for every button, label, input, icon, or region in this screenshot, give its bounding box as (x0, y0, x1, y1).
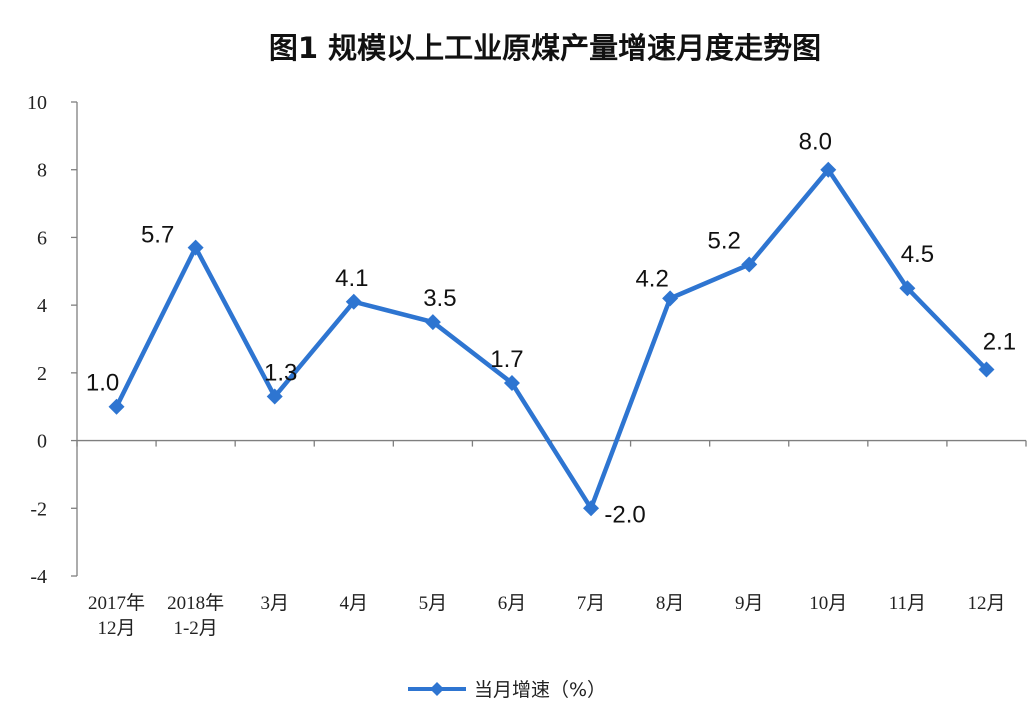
y-tick-label: 8 (37, 160, 47, 182)
x-tick-label: 7月 (577, 593, 606, 614)
legend-marker (430, 682, 444, 696)
x-tick-label-line: 12月 (967, 593, 1005, 614)
data-point (266, 388, 283, 405)
data-point (424, 314, 441, 331)
data-label: 4.5 (901, 241, 934, 268)
x-tick-label: 2018年 1-2月 (167, 592, 224, 639)
x-tick-label-line: 7月 (577, 593, 606, 614)
x-tick-label-line: 4月 (340, 593, 369, 614)
x-tick-label-line: 8月 (656, 593, 685, 614)
legend-label: 当月增速（%） (474, 679, 606, 701)
data-point (978, 361, 995, 378)
x-tick-label-line: 12月 (98, 618, 136, 639)
x-tick-label: 3月 (260, 593, 289, 614)
data-point (741, 256, 758, 273)
y-tick-label: 10 (27, 92, 47, 114)
data-label: 3.5 (423, 285, 456, 312)
data-point (583, 500, 600, 517)
y-tick-label: 2 (37, 363, 47, 385)
data-point (108, 398, 125, 415)
x-tick-label: 12月 (967, 593, 1005, 614)
x-tick-label-line: 10月 (809, 593, 847, 614)
y-tick-label: -4 (30, 566, 47, 588)
data-point (187, 239, 204, 256)
x-tick-label: 10月 (809, 593, 847, 614)
x-tick-label: 4月 (340, 593, 369, 614)
data-label: 2.1 (983, 328, 1016, 355)
series-layer: 1.0 5.7 1.3 4.1 3.5 1.7 -2.0 4.2 5.2 8.0 4.5 2.1 (86, 129, 1016, 529)
data-point (345, 293, 362, 310)
y-tick-label: 6 (37, 227, 47, 249)
x-tick-label-line: 1-2月 (173, 618, 217, 639)
x-tick-label: 2017年 12月 (88, 592, 145, 639)
x-tick-label-line: 11月 (889, 593, 926, 614)
data-point (662, 290, 679, 307)
x-axis-ticks: 2017年 12月 2018年 1-2月 3月 4月 5月 6月 7月 8月 9月 10月 11月 12月 (76, 440, 1027, 639)
data-label: 1.0 (86, 370, 119, 397)
legend: 当月增速（%） (408, 679, 606, 701)
data-label: 5.7 (141, 222, 174, 249)
y-tick-label: 0 (37, 431, 47, 453)
x-tick-label: 11月 (889, 593, 926, 614)
data-label: 8.0 (799, 129, 832, 156)
x-tick-label-line: 2017年 (88, 592, 145, 614)
y-tick-label: -2 (30, 498, 47, 520)
x-tick-label: 9月 (735, 593, 764, 614)
data-point (820, 161, 837, 178)
data-label: 4.1 (335, 265, 368, 292)
data-label: 1.7 (490, 346, 523, 373)
y-axis-ticks: -4 -2 0 2 4 6 8 10 (27, 92, 77, 588)
series-line (114, 167, 989, 511)
data-point (503, 375, 520, 392)
data-point (899, 280, 916, 297)
x-tick-label: 8月 (656, 593, 685, 614)
x-tick-label-line: 6月 (498, 593, 527, 614)
x-tick-label-line: 9月 (735, 593, 764, 614)
x-tick-label: 6月 (498, 593, 527, 614)
x-tick-label-line: 3月 (260, 593, 289, 614)
x-tick-label-line: 5月 (419, 593, 448, 614)
axes (76, 102, 1026, 576)
y-tick-label: 4 (37, 295, 47, 317)
data-label: 1.3 (264, 360, 297, 387)
x-tick-label: 5月 (419, 593, 448, 614)
data-label: 5.2 (708, 228, 741, 255)
x-tick-label-line: 2018年 (167, 592, 224, 614)
chart-title: 图1 规模以上工业原煤产量增速月度走势图 (269, 31, 821, 65)
data-label: -2.0 (604, 501, 645, 528)
data-label: 4.2 (635, 265, 668, 292)
